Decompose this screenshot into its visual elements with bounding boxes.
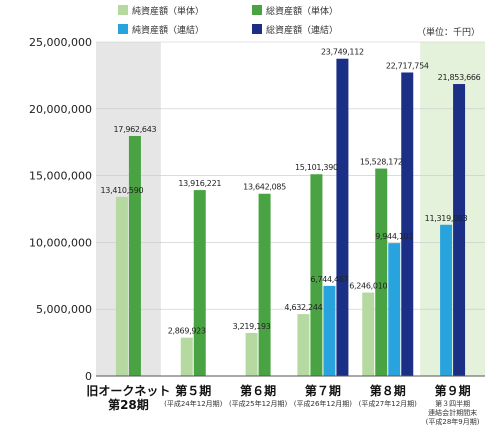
category-label: 第９期 xyxy=(435,383,471,398)
bar xyxy=(128,136,141,376)
legend-label: 純資産額（連結） xyxy=(132,24,204,36)
category-label: 旧オークネット xyxy=(86,384,170,398)
category-sublabel: (平成25年12月期) xyxy=(229,399,288,408)
data-label: 23,749,112 xyxy=(321,48,364,57)
y-axis-ticks: 0 5,000,000 10,000,000 15,000,000 20,000,000… xyxy=(29,36,92,383)
data-label: 13,642,085 xyxy=(243,183,286,192)
category-label: 第５期 xyxy=(175,383,211,398)
bars xyxy=(115,58,466,377)
legend-swatch xyxy=(118,24,128,34)
data-label: 6,744,467 xyxy=(310,275,348,284)
category-sublabel: (平成24年12月期) xyxy=(164,399,223,408)
data-label: 6,246,010 xyxy=(349,282,387,291)
category-label: 第７期 xyxy=(305,383,341,398)
legend: 純資産額（単体） 総資産額（単体） 純資産額（連結） 総資産額（連結） xyxy=(118,5,338,36)
bar xyxy=(440,224,453,376)
legend-swatch xyxy=(118,5,128,15)
data-label: 13,916,221 xyxy=(178,179,221,188)
y-tick-label: 25,000,000 xyxy=(29,36,92,49)
bar xyxy=(297,314,310,376)
bar xyxy=(401,72,414,376)
category-sublabel: 連結会計期間末 xyxy=(428,408,477,417)
data-labels: 13,410,590 17,962,643 2,869,923 13,916,221 3… xyxy=(101,48,481,336)
category-sublabel: 第３四半期 xyxy=(435,399,470,408)
background-band-0 xyxy=(96,42,161,376)
data-label: 9,944,101 xyxy=(375,232,413,241)
data-label: 21,853,666 xyxy=(438,73,481,82)
data-label: 22,717,754 xyxy=(386,61,429,70)
category-sublabel: (平成26年12月期) xyxy=(294,399,353,408)
data-label: 15,101,390 xyxy=(295,163,338,172)
data-label: 11,319,083 xyxy=(425,214,468,223)
category-label: 第８期 xyxy=(370,383,406,398)
bar xyxy=(115,196,128,376)
data-label: 15,528,172 xyxy=(360,158,403,167)
category-sublabel: (平成28年9月期) xyxy=(426,417,480,426)
bar xyxy=(323,285,336,376)
y-tick-label: 15,000,000 xyxy=(29,170,92,183)
bar xyxy=(180,337,193,376)
bar xyxy=(193,190,206,376)
category-label: 第28期 xyxy=(108,397,149,412)
category-label: 第６期 xyxy=(240,383,276,398)
data-label: 3,219,193 xyxy=(233,322,271,331)
bar xyxy=(453,84,466,376)
legend-swatch xyxy=(252,5,262,15)
data-label: 4,632,244 xyxy=(284,303,322,312)
y-tick-label: 20,000,000 xyxy=(29,103,92,116)
bar xyxy=(245,332,258,376)
bar xyxy=(375,168,388,376)
legend-swatch xyxy=(252,24,262,34)
data-label: 17,962,643 xyxy=(114,125,157,134)
background-bands xyxy=(96,42,485,376)
y-tick-label: 5,000,000 xyxy=(36,303,92,316)
bar xyxy=(310,174,323,376)
legend-label: 純資産額（単体） xyxy=(132,5,204,17)
bar xyxy=(336,58,349,377)
grid-lines xyxy=(96,41,485,310)
background-band-1 xyxy=(420,42,485,376)
bar xyxy=(388,243,401,376)
data-label: 2,869,923 xyxy=(168,327,206,336)
bar xyxy=(258,193,271,376)
bar xyxy=(362,292,375,376)
y-tick-label: 10,000,000 xyxy=(29,236,92,249)
data-label: 13,410,590 xyxy=(101,186,144,195)
legend-label: 総資産額（単体） xyxy=(266,5,338,17)
y-tick-label: 0 xyxy=(85,370,92,383)
legend-label: 総資産額（連結） xyxy=(266,24,338,36)
unit-label: （単位：千円） xyxy=(417,26,480,38)
category-sublabel: (平成27年12月期) xyxy=(359,399,418,408)
